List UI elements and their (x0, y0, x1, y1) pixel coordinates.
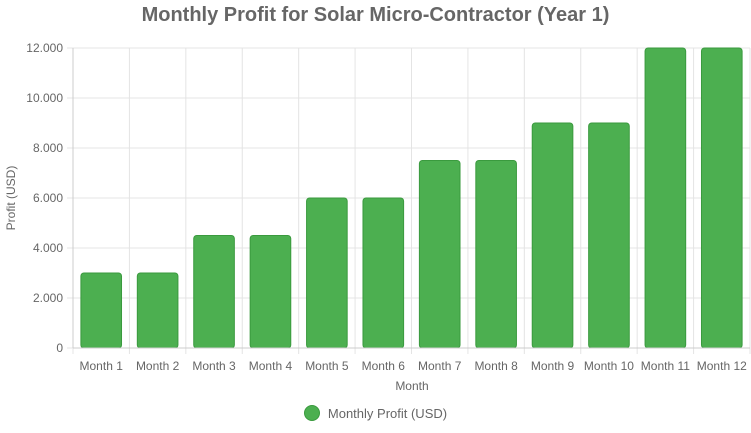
x-tick-label: Month 3 (192, 359, 236, 373)
x-tick-label: Month 8 (474, 359, 518, 373)
x-tick-label: Month 4 (249, 359, 293, 373)
axes (72, 48, 750, 349)
bar[interactable] (362, 197, 405, 349)
y-tick-label: 12.000 (26, 41, 63, 55)
y-tick-label: 4.000 (33, 241, 63, 255)
bar[interactable] (700, 47, 743, 349)
x-axis-title: Month (395, 379, 428, 393)
legend[interactable]: Monthly Profit (USD) (0, 405, 751, 421)
x-tick-label: Month 1 (80, 359, 124, 373)
bar[interactable] (531, 122, 574, 349)
y-tick-label: 2.000 (33, 291, 63, 305)
y-tick-label: 6.000 (33, 191, 63, 205)
x-tick-label: Month 12 (697, 359, 747, 373)
x-axis-ticks: Month 1 Month 2 Month 3 Month 4 Month 5 Month… (80, 359, 748, 373)
y-axis-title: Profit (USD) (4, 166, 18, 231)
legend-label: Monthly Profit (USD) (327, 405, 448, 421)
bar[interactable] (418, 160, 461, 349)
x-tick-label: Month 7 (418, 359, 462, 373)
grid-lines (67, 47, 751, 354)
legend-swatch (303, 405, 320, 421)
bars (80, 47, 743, 349)
bar[interactable] (644, 47, 687, 349)
x-tick-label: Month 11 (641, 359, 690, 373)
x-tick-label: Month 10 (584, 359, 634, 373)
y-tick-label: 8.000 (33, 141, 63, 155)
x-tick-label: Month 5 (305, 359, 349, 373)
bar[interactable] (249, 235, 292, 349)
y-tick-label: 10.000 (26, 91, 63, 105)
y-tick-label: 0 (56, 341, 63, 355)
x-tick-label: Month 6 (362, 359, 406, 373)
bar[interactable] (306, 197, 348, 349)
bar[interactable] (588, 122, 630, 349)
chart-title: Monthly Profit for Solar Micro-Contracto… (141, 4, 610, 26)
y-axis-ticks: 0 2.000 4.000 6.000 8.000 10.000 12.000 (26, 41, 63, 355)
bar[interactable] (80, 272, 123, 349)
bar[interactable] (193, 235, 235, 349)
bar[interactable] (475, 160, 517, 349)
x-tick-label: Month 9 (531, 359, 575, 373)
bar[interactable] (136, 272, 179, 349)
x-tick-label: Month 2 (136, 359, 180, 373)
